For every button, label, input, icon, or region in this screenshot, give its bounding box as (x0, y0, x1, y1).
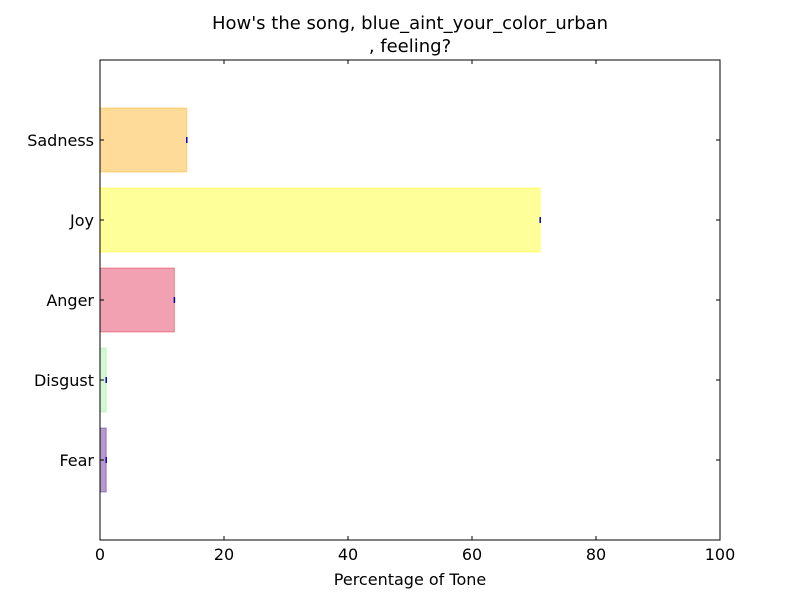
x-tick-label: 20 (214, 545, 234, 564)
chart-title-line-2: , feeling? (368, 36, 452, 57)
x-tick-label: 100 (705, 545, 736, 564)
y-tick-label-sadness: Sadness (27, 131, 94, 150)
bars-group (99, 107, 541, 493)
y-tick-label-fear: Fear (59, 451, 94, 470)
plot-frame (99, 59, 721, 541)
y-tick-label-anger: Anger (46, 291, 94, 310)
x-axis-ticks: 0 20 40 60 80 100 (95, 60, 735, 564)
y-tick-label-disgust: Disgust (34, 371, 94, 390)
chart-title-line-1: How's the song, blue_aint_your_color_urb… (211, 13, 609, 34)
bar-anger (99, 267, 175, 333)
x-axis-label: Percentage of Tone (334, 570, 486, 589)
y-axis-ticks: Sadness Joy Anger Disgust Fear (27, 131, 720, 470)
bar-joy (99, 187, 541, 253)
x-tick-label: 80 (586, 545, 606, 564)
x-tick-label: 60 (462, 545, 482, 564)
x-tick-label: 0 (95, 545, 105, 564)
y-tick-label-joy: Joy (69, 211, 94, 230)
bar-sadness (99, 107, 188, 173)
x-tick-label: 40 (338, 545, 358, 564)
